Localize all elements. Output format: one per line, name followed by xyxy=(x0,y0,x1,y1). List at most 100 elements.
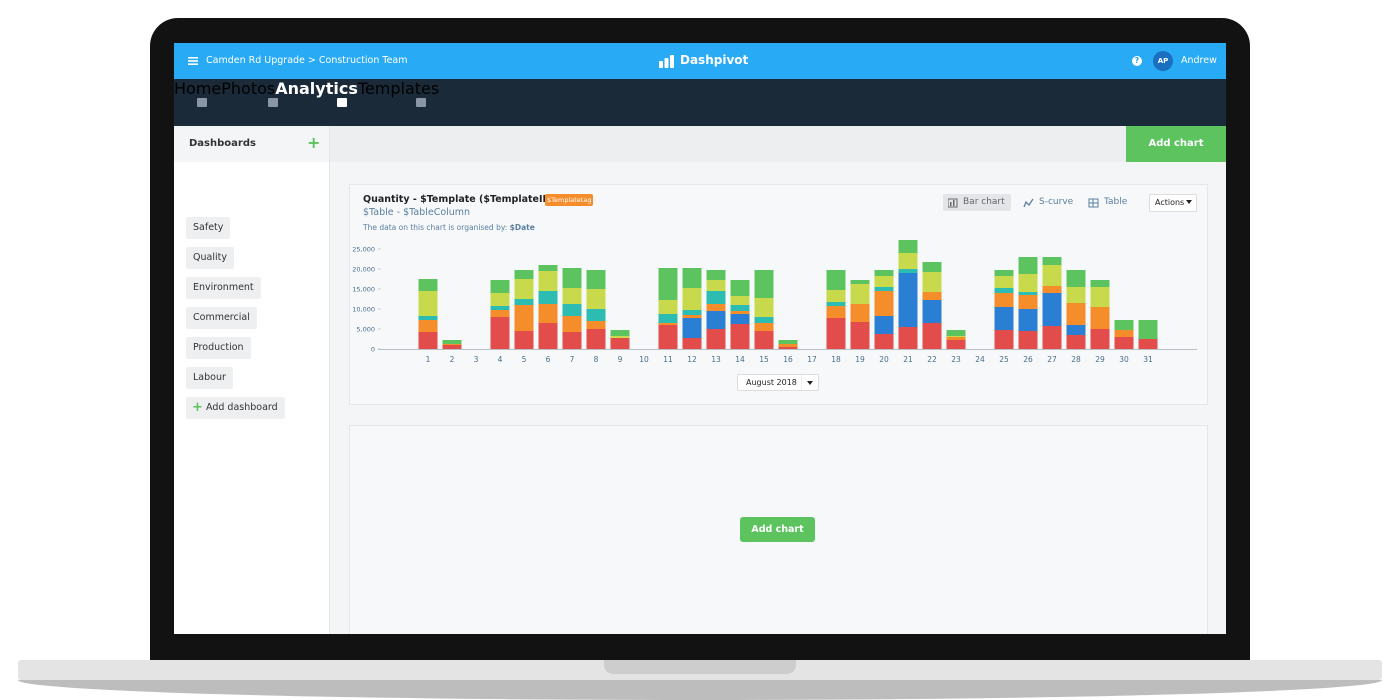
bar-segment xyxy=(490,280,510,293)
note-text: The data on this chart is organised by: xyxy=(363,223,508,232)
period-select[interactable]: August 2018 xyxy=(737,374,819,391)
y-tick-label: 25,000 xyxy=(352,246,375,254)
bar-segment xyxy=(682,310,702,315)
bar-segment xyxy=(850,280,870,284)
bar-segment xyxy=(538,304,558,323)
x-tick-label: 15 xyxy=(759,355,769,364)
bar-segment xyxy=(874,316,894,334)
menu-icon[interactable] xyxy=(188,56,198,66)
nav-icon xyxy=(337,98,347,107)
empty-add-chart-button[interactable]: Add chart xyxy=(740,517,815,542)
bar-segment xyxy=(442,340,462,344)
nav-item[interactable]: Analytics xyxy=(275,79,358,98)
bar-segment xyxy=(946,337,966,340)
breadcrumb[interactable]: Camden Rd Upgrade > Construction Team xyxy=(206,55,408,66)
bar-segment xyxy=(994,293,1014,307)
bar-segment xyxy=(730,305,750,311)
bar-segment xyxy=(562,304,582,316)
x-tick-label: 6 xyxy=(546,355,551,364)
x-tick-label: 11 xyxy=(663,355,673,364)
x-tick-label: 3 xyxy=(474,355,479,364)
add-dashboard-text[interactable]: Add dashboard xyxy=(206,402,278,413)
bar-segment xyxy=(682,338,702,349)
user-name[interactable]: Andrew xyxy=(1181,55,1217,66)
bar-segment xyxy=(922,292,942,300)
bar-segment xyxy=(826,290,846,302)
bar-segment xyxy=(562,332,582,349)
bar-segment xyxy=(754,317,774,323)
x-tick-label: 23 xyxy=(951,355,961,364)
bar-segment xyxy=(610,338,630,349)
bar-segment xyxy=(682,318,702,338)
bar-segment xyxy=(706,280,726,291)
bar-segment xyxy=(826,306,846,318)
x-tick-label: 24 xyxy=(975,355,985,364)
bar-segment xyxy=(994,270,1014,276)
add-dashboard-button[interactable]: Add dashboard + xyxy=(186,397,285,419)
bar-segment xyxy=(1066,325,1086,335)
bar-segment xyxy=(490,306,510,310)
bar-segment xyxy=(706,311,726,329)
dashboard-item[interactable]: Labour xyxy=(186,367,233,389)
bar-segment xyxy=(730,280,750,296)
bar-segment xyxy=(586,321,606,329)
bar-segment xyxy=(1066,287,1086,303)
view-bar-chart[interactable]: Bar chart xyxy=(943,194,1011,211)
bar-segment xyxy=(730,324,750,349)
x-tick-label: 17 xyxy=(807,355,817,364)
bar-segment xyxy=(562,316,582,332)
dashboard-item[interactable]: Safety xyxy=(186,217,231,239)
bar-segment xyxy=(538,291,558,304)
x-tick-label: 25 xyxy=(999,355,1009,364)
bar-segment xyxy=(946,340,966,349)
nav-item[interactable]: Photos xyxy=(221,79,276,98)
x-tick-label: 27 xyxy=(1047,355,1057,364)
bar-segment xyxy=(562,268,582,288)
bar-segment xyxy=(682,288,702,310)
x-tick-label: 22 xyxy=(927,355,937,364)
bar-segment xyxy=(1066,335,1086,349)
help-icon[interactable]: ? xyxy=(1132,56,1142,66)
view-table[interactable]: Table xyxy=(1104,197,1128,207)
view-s-curve[interactable]: S-curve xyxy=(1039,197,1074,207)
bar-segment xyxy=(514,270,534,279)
bar-segment xyxy=(1114,337,1134,349)
x-tick-label: 4 xyxy=(498,355,503,364)
x-tick-label: 26 xyxy=(1023,355,1033,364)
actions-button[interactable]: Actions xyxy=(1149,194,1197,212)
bar-segment xyxy=(1090,307,1110,329)
bar-segment xyxy=(946,330,966,336)
nav-item[interactable]: Home xyxy=(174,79,222,98)
plus-icon: + xyxy=(192,400,203,415)
bar-segment xyxy=(1042,293,1062,326)
period-caret[interactable] xyxy=(801,374,819,391)
bar-segment xyxy=(1138,339,1158,349)
template-tag: $Templatetag xyxy=(545,194,594,206)
add-dashboard-icon[interactable]: + xyxy=(307,133,321,152)
add-chart-button[interactable]: Add chart xyxy=(1126,126,1226,162)
x-tick-label: 7 xyxy=(570,355,575,364)
bar-segment xyxy=(538,323,558,349)
dashboard-item[interactable]: Production xyxy=(186,337,251,359)
y-tick-label: 0 xyxy=(371,346,375,354)
chart-title: Quantity - $Template ($TemplateID) xyxy=(363,194,555,205)
dashboard-item[interactable]: Quality xyxy=(186,247,234,269)
dashboard-item[interactable]: Environment xyxy=(186,277,261,299)
bar-segment xyxy=(586,289,606,309)
bar-segment xyxy=(1042,326,1062,349)
bar-segment xyxy=(610,330,630,336)
y-tick-label: 10,000 xyxy=(352,306,375,314)
nav-item[interactable]: Templates xyxy=(357,79,440,98)
bar-segment xyxy=(898,269,918,273)
bar-segment xyxy=(994,276,1014,288)
chart-note: The data on this chart is organised by: … xyxy=(363,223,535,232)
screen: Camden Rd Upgrade > Construction Team Da… xyxy=(174,43,1226,634)
bar-segment xyxy=(778,344,798,347)
x-tick-label: 12 xyxy=(687,355,697,364)
bar-segment xyxy=(490,317,510,349)
bar-segment xyxy=(562,288,582,304)
avatar[interactable]: AP xyxy=(1153,51,1173,71)
bar-segment xyxy=(418,320,438,332)
dashboard-item[interactable]: Commercial xyxy=(186,307,257,329)
